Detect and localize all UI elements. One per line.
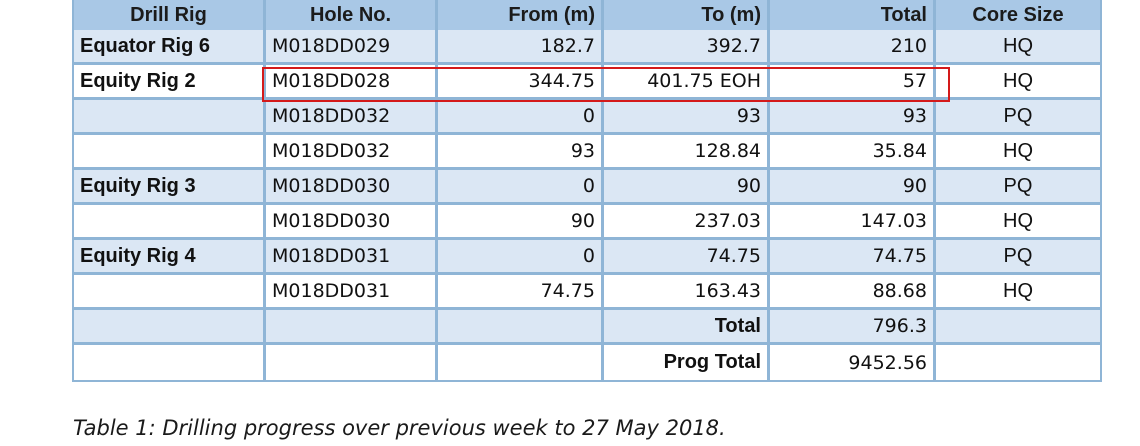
cell-empty	[936, 345, 1100, 380]
cell-empty	[266, 310, 438, 345]
total-value: 796.3	[770, 310, 936, 345]
cell-core-size: HQ	[936, 275, 1100, 310]
cell-hole-no: M018DD030	[266, 205, 438, 240]
prog-total-row: Prog Total 9452.56	[74, 345, 1100, 380]
header-to: To (m)	[604, 0, 770, 30]
cell-core-size: HQ	[936, 30, 1100, 65]
cell-total: 210	[770, 30, 936, 65]
drilling-progress-table: Drill Rig Hole No. From (m) To (m) Total…	[72, 0, 1102, 382]
cell-total: 90	[770, 170, 936, 205]
cell-from: 90	[438, 205, 604, 240]
cell-hole-no: M018DD031	[266, 240, 438, 275]
cell-core-size: PQ	[936, 170, 1100, 205]
cell-empty	[266, 345, 438, 380]
cell-to: 237.03	[604, 205, 770, 240]
table-row: M018DD030 90 237.03 147.03 HQ	[74, 205, 1100, 240]
table-row: Equator Rig 6 M018DD029 182.7 392.7 210 …	[74, 30, 1100, 65]
cell-drill-rig	[74, 275, 266, 310]
cell-total: 88.68	[770, 275, 936, 310]
cell-from: 0	[438, 170, 604, 205]
cell-drill-rig	[74, 135, 266, 170]
cell-core-size: HQ	[936, 205, 1100, 240]
cell-drill-rig	[74, 205, 266, 240]
cell-hole-no: M018DD032	[266, 100, 438, 135]
table-caption: Table 1: Drilling progress over previous…	[73, 416, 726, 440]
cell-to: 90	[604, 170, 770, 205]
cell-to: 74.75	[604, 240, 770, 275]
cell-from: 344.75	[438, 65, 604, 100]
total-label: Total	[604, 310, 770, 345]
cell-empty	[936, 310, 1100, 345]
cell-empty	[74, 345, 266, 380]
cell-from: 0	[438, 100, 604, 135]
cell-core-size: PQ	[936, 240, 1100, 275]
header-core-size: Core Size	[936, 0, 1100, 30]
prog-total-value: 9452.56	[770, 345, 936, 380]
cell-to: 128.84	[604, 135, 770, 170]
cell-from: 182.7	[438, 30, 604, 65]
cell-total: 74.75	[770, 240, 936, 275]
header-drill-rig: Drill Rig	[74, 0, 266, 30]
header-hole-no: Hole No.	[266, 0, 438, 30]
cell-hole-no: M018DD032	[266, 135, 438, 170]
cell-total: 93	[770, 100, 936, 135]
cell-to: 163.43	[604, 275, 770, 310]
cell-to: 93	[604, 100, 770, 135]
cell-to: 401.75 EOH	[604, 65, 770, 100]
cell-drill-rig: Equator Rig 6	[74, 30, 266, 65]
table-row: Equity Rig 3 M018DD030 0 90 90 PQ	[74, 170, 1100, 205]
cell-from: 0	[438, 240, 604, 275]
table-row: M018DD032 93 128.84 35.84 HQ	[74, 135, 1100, 170]
cell-hole-no: M018DD030	[266, 170, 438, 205]
cell-from: 93	[438, 135, 604, 170]
cell-empty	[438, 345, 604, 380]
total-row: Total 796.3	[74, 310, 1100, 345]
cell-hole-no: M018DD031	[266, 275, 438, 310]
cell-total: 57	[770, 65, 936, 100]
table-row: Equity Rig 2 M018DD028 344.75 401.75 EOH…	[74, 65, 1100, 100]
cell-core-size: HQ	[936, 65, 1100, 100]
cell-drill-rig: Equity Rig 3	[74, 170, 266, 205]
cell-total: 35.84	[770, 135, 936, 170]
cell-total: 147.03	[770, 205, 936, 240]
cell-empty	[438, 310, 604, 345]
cell-to: 392.7	[604, 30, 770, 65]
prog-total-label: Prog Total	[604, 345, 770, 380]
cell-core-size: HQ	[936, 135, 1100, 170]
cell-drill-rig: Equity Rig 2	[74, 65, 266, 100]
cell-core-size: PQ	[936, 100, 1100, 135]
cell-hole-no: M018DD028	[266, 65, 438, 100]
table-row: M018DD031 74.75 163.43 88.68 HQ	[74, 275, 1100, 310]
table-header-row: Drill Rig Hole No. From (m) To (m) Total…	[74, 0, 1100, 30]
table-row: Equity Rig 4 M018DD031 0 74.75 74.75 PQ	[74, 240, 1100, 275]
header-total: Total	[770, 0, 936, 30]
header-from: From (m)	[438, 0, 604, 30]
cell-empty	[74, 310, 266, 345]
table-row: M018DD032 0 93 93 PQ	[74, 100, 1100, 135]
cell-hole-no: M018DD029	[266, 30, 438, 65]
cell-drill-rig	[74, 100, 266, 135]
cell-from: 74.75	[438, 275, 604, 310]
cell-drill-rig: Equity Rig 4	[74, 240, 266, 275]
